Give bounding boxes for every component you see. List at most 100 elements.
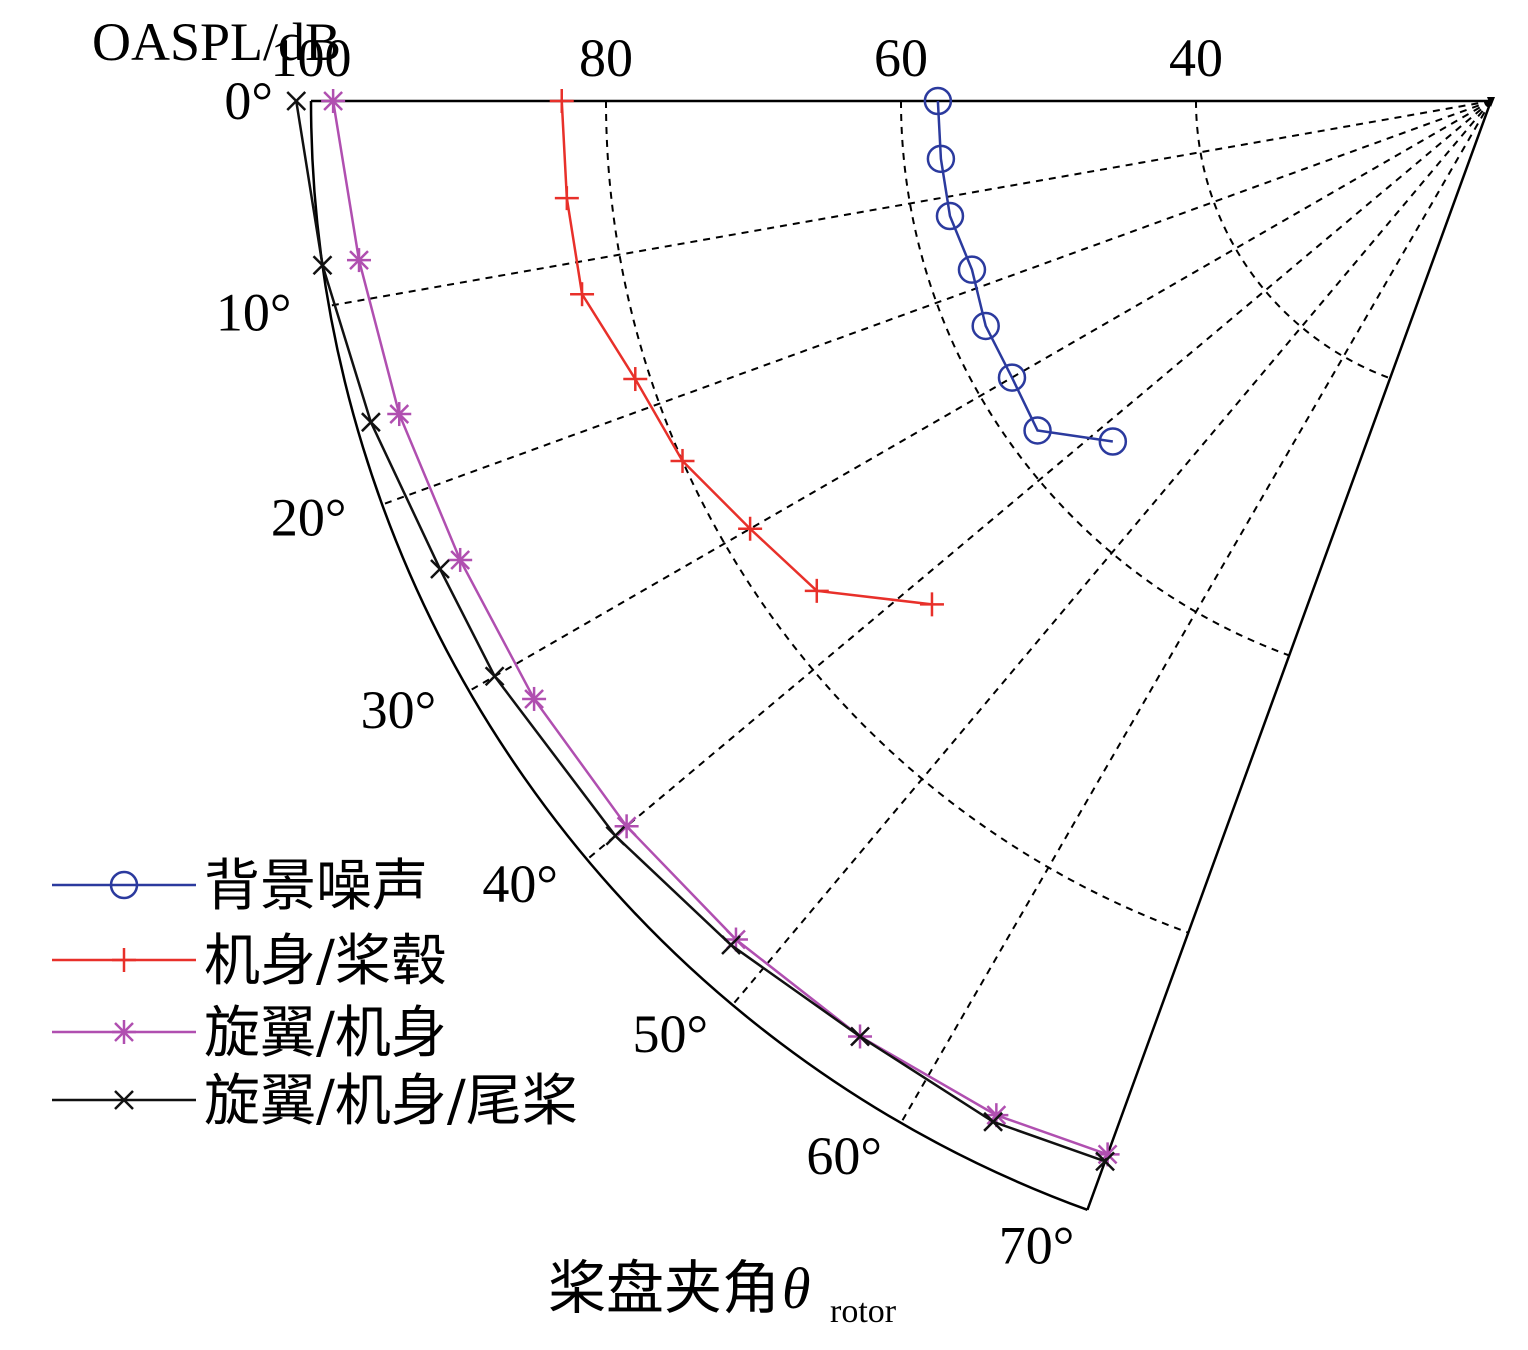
radial-axis-title: OASPL/dB bbox=[92, 12, 341, 72]
series-0-point-4 bbox=[971, 311, 1000, 341]
series-2-point-0 bbox=[321, 89, 346, 113]
frame-edge-70 bbox=[1086, 100, 1493, 1211]
series-line-3 bbox=[295, 100, 1106, 1163]
series-2 bbox=[321, 89, 1120, 1167]
legend-marker-1 bbox=[112, 948, 136, 972]
series-0-point-5 bbox=[997, 363, 1027, 392]
angle-tick-label-30: 30° bbox=[361, 680, 437, 740]
series-3-point-1-b bbox=[312, 255, 333, 276]
angle-tick-label-10: 10° bbox=[216, 283, 292, 343]
series-3-point-7-b bbox=[850, 1026, 870, 1047]
series-3-point-4-b bbox=[484, 666, 505, 687]
series-group bbox=[286, 86, 1128, 1172]
series-2-point-3 bbox=[448, 547, 473, 572]
series-3-point-0-b bbox=[286, 91, 307, 111]
series-2-point-4-b bbox=[524, 689, 544, 709]
legend-label-0: 背景噪声 bbox=[204, 854, 428, 919]
legend-marker-3 bbox=[114, 1090, 134, 1110]
radial-grid-arc-60 bbox=[900, 100, 1290, 657]
series-3-point-8-b bbox=[983, 1111, 1004, 1132]
series-3-point-1 bbox=[312, 255, 333, 276]
legend-marker-2-b bbox=[114, 1022, 134, 1042]
legend-marker-3-b bbox=[114, 1090, 134, 1110]
series-2-point-5 bbox=[614, 814, 639, 839]
series-3-point-3-b bbox=[430, 559, 450, 579]
series-0-point-2 bbox=[935, 201, 965, 231]
angle-tick-label-70: 70° bbox=[999, 1216, 1075, 1276]
series-0-point-1 bbox=[926, 144, 956, 174]
origin-mark bbox=[1487, 97, 1495, 107]
series-3-point-9 bbox=[1095, 1151, 1115, 1172]
series-3-point-2-b bbox=[361, 412, 381, 433]
angle-spoke-60 bbox=[900, 100, 1492, 1124]
series-0-point-0 bbox=[923, 86, 953, 116]
series-3-point-4 bbox=[484, 666, 505, 687]
series-line-1 bbox=[560, 100, 933, 606]
series-1-point-4 bbox=[670, 448, 695, 473]
angle-spoke-30 bbox=[468, 100, 1492, 692]
series-3-point-5-b bbox=[605, 825, 626, 846]
angle-spoke-10 bbox=[328, 100, 1492, 307]
legend-marker-2 bbox=[112, 1020, 136, 1044]
series-3-point-5 bbox=[605, 825, 626, 846]
angle-spoke-20 bbox=[381, 100, 1492, 506]
angle-axis-subscript: rotor bbox=[830, 1293, 897, 1330]
series-line-2 bbox=[331, 100, 1109, 1156]
legend-label-1: 机身/桨毂 bbox=[204, 929, 447, 994]
series-2-point-4 bbox=[522, 686, 547, 711]
series-3-point-7 bbox=[850, 1026, 870, 1047]
series-2-point-2 bbox=[387, 402, 412, 427]
series-1 bbox=[549, 89, 944, 617]
series-1-point-0 bbox=[549, 89, 574, 113]
radial-grid-arc-40 bbox=[1195, 100, 1391, 380]
angle-axis-symbol: θ bbox=[782, 1256, 811, 1321]
angle-spoke-50 bbox=[731, 100, 1492, 1006]
legend-item-1: 机身/桨毂 bbox=[52, 929, 447, 994]
sector-frame bbox=[309, 97, 1495, 1212]
grid-lines bbox=[328, 100, 1492, 1124]
series-1-point-1 bbox=[554, 186, 579, 211]
radial-tick-label-80: 80 bbox=[579, 28, 633, 88]
series-3-point-8 bbox=[983, 1111, 1004, 1132]
angle-tick-labels: 0° 10° 20° 30° 40° 50° 60° 70° bbox=[216, 71, 1075, 1276]
angle-tick-label-40: 40° bbox=[482, 854, 558, 914]
series-3-point-6-b bbox=[721, 935, 741, 955]
angle-spoke-40 bbox=[586, 100, 1492, 861]
series-line-0 bbox=[936, 100, 1114, 443]
series-3-point-2 bbox=[361, 412, 381, 433]
series-3-point-3 bbox=[430, 559, 450, 579]
angle-tick-label-0: 0° bbox=[224, 71, 273, 131]
angle-tick-label-50: 50° bbox=[632, 1004, 708, 1064]
series-2-point-1 bbox=[346, 248, 371, 273]
series-3-point-9-b bbox=[1095, 1151, 1115, 1172]
radial-tick-label-40: 40 bbox=[1169, 28, 1223, 88]
angle-axis-title: 桨盘夹角 θ rotor bbox=[548, 1254, 897, 1330]
legend-item-2: 旋翼/机身 bbox=[52, 1001, 447, 1066]
series-0-point-3 bbox=[957, 255, 987, 284]
legend-item-3: 旋翼/机身/尾桨 bbox=[52, 1069, 578, 1134]
radial-tick-labels: 100 80 60 40 bbox=[271, 28, 1224, 88]
series-1-point-2 bbox=[570, 282, 595, 307]
series-3-point-6 bbox=[721, 935, 741, 955]
legend-marker-0 bbox=[109, 870, 139, 900]
legend-label-2: 旋翼/机身 bbox=[204, 1001, 447, 1066]
series-1-point-7 bbox=[919, 592, 944, 617]
series-0-point-7 bbox=[1098, 427, 1128, 456]
angle-tick-label-60: 60° bbox=[806, 1126, 882, 1186]
legend-label-3: 旋翼/机身/尾桨 bbox=[204, 1069, 578, 1134]
angle-tick-label-20: 20° bbox=[271, 488, 347, 548]
series-2-point-3-b bbox=[450, 550, 471, 570]
frame-outer-arc bbox=[309, 100, 1088, 1212]
series-3-point-0 bbox=[286, 91, 307, 111]
series-0-point-6 bbox=[1023, 416, 1052, 445]
series-2-point-2-b bbox=[389, 404, 410, 424]
angle-axis-label: 桨盘夹角 bbox=[548, 1254, 780, 1322]
series-2-point-1-b bbox=[349, 250, 369, 270]
legend-item-0: 背景噪声 bbox=[52, 854, 428, 919]
series-1-point-6 bbox=[804, 578, 829, 603]
series-1-point-3 bbox=[623, 367, 648, 392]
radial-tick-label-60: 60 bbox=[874, 28, 928, 88]
series-3 bbox=[286, 91, 1115, 1172]
